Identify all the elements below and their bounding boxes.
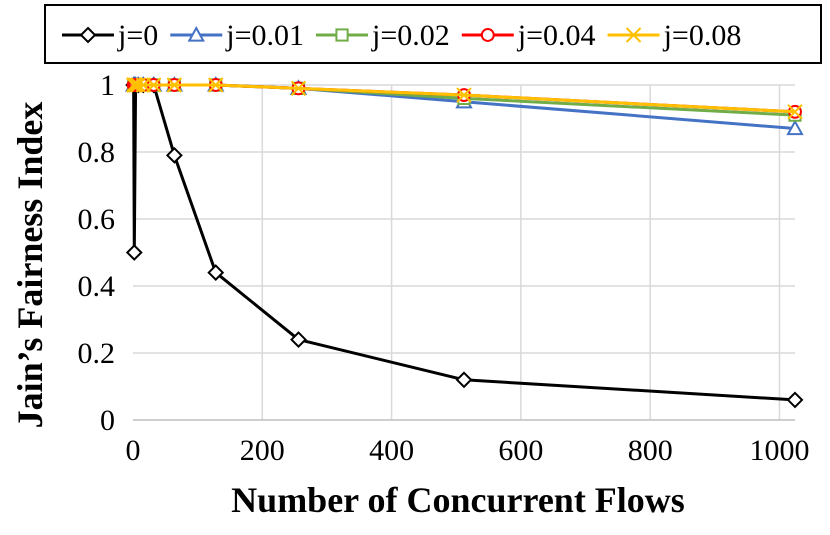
y-tick-label: 0.8 xyxy=(78,136,116,169)
y-tick-label: 1 xyxy=(100,69,115,102)
legend-label: j=0 xyxy=(117,19,158,52)
data-point xyxy=(480,28,495,42)
data-point xyxy=(787,104,803,120)
data-point-stroke xyxy=(456,87,472,103)
legend-item: j=0.08 xyxy=(607,19,742,52)
grid-lines xyxy=(133,84,795,420)
legend-item: j=0.04 xyxy=(461,19,596,52)
series-lines xyxy=(124,75,804,409)
series-j-0 xyxy=(125,76,804,409)
data-point xyxy=(187,25,205,42)
legend-label: j=0.08 xyxy=(663,19,742,52)
data-point xyxy=(130,77,146,93)
y-tick-label: 0.6 xyxy=(78,203,116,236)
data-point xyxy=(165,146,183,164)
x-tick-label: 1000 xyxy=(749,434,809,467)
data-point xyxy=(786,119,804,136)
legend-label: j=0.01 xyxy=(225,19,304,52)
y-tick-label: 0.2 xyxy=(78,337,116,370)
legend-item: j=0 xyxy=(62,19,158,52)
legend-item: j=0.01 xyxy=(170,19,304,52)
data-point-stroke xyxy=(166,77,183,93)
data-point-stroke xyxy=(145,77,162,93)
data-point xyxy=(127,77,144,93)
data-point-stroke xyxy=(625,27,642,43)
x-tick-label: 400 xyxy=(369,434,414,467)
data-point xyxy=(335,28,349,42)
y-tick-label: 0 xyxy=(100,404,115,437)
legend-item: j=0.02 xyxy=(316,19,450,52)
data-point-stroke xyxy=(787,104,803,120)
data-point xyxy=(290,80,307,97)
legend-label: j=0.02 xyxy=(371,19,450,52)
y-axis-title: Jain’s Fairness Index xyxy=(10,102,50,429)
data-point xyxy=(456,87,472,103)
data-point xyxy=(79,26,97,44)
data-point xyxy=(290,331,307,349)
data-point xyxy=(455,371,473,389)
series-j-0-08 xyxy=(125,77,803,120)
data-point-stroke xyxy=(290,80,307,97)
data-point xyxy=(625,27,642,43)
data-point-stroke xyxy=(208,77,224,93)
data-point-stroke xyxy=(130,77,146,93)
data-point xyxy=(786,391,804,409)
data-point xyxy=(145,77,162,93)
x-tick-label: 200 xyxy=(240,434,285,467)
data-point xyxy=(125,244,143,261)
data-point-stroke xyxy=(127,77,144,93)
legend: j=0 j=0.01 j=0.02 j=0.04 j=0.08 xyxy=(44,4,822,64)
y-tick-label: 0.4 xyxy=(78,270,116,303)
tick-labels: 0 200 400 600 800 1000 0 0.2 0.4 0.6 0.8 1 xyxy=(78,69,810,467)
legend-label: j=0.04 xyxy=(517,19,596,52)
data-point xyxy=(166,77,183,93)
x-tick-label: 600 xyxy=(498,434,543,467)
x-tick-label: 0 xyxy=(126,434,141,467)
data-point xyxy=(207,264,225,282)
data-point xyxy=(208,77,224,93)
x-axis-title: Number of Concurrent Flows xyxy=(231,480,685,520)
x-tick-label: 800 xyxy=(628,434,673,467)
